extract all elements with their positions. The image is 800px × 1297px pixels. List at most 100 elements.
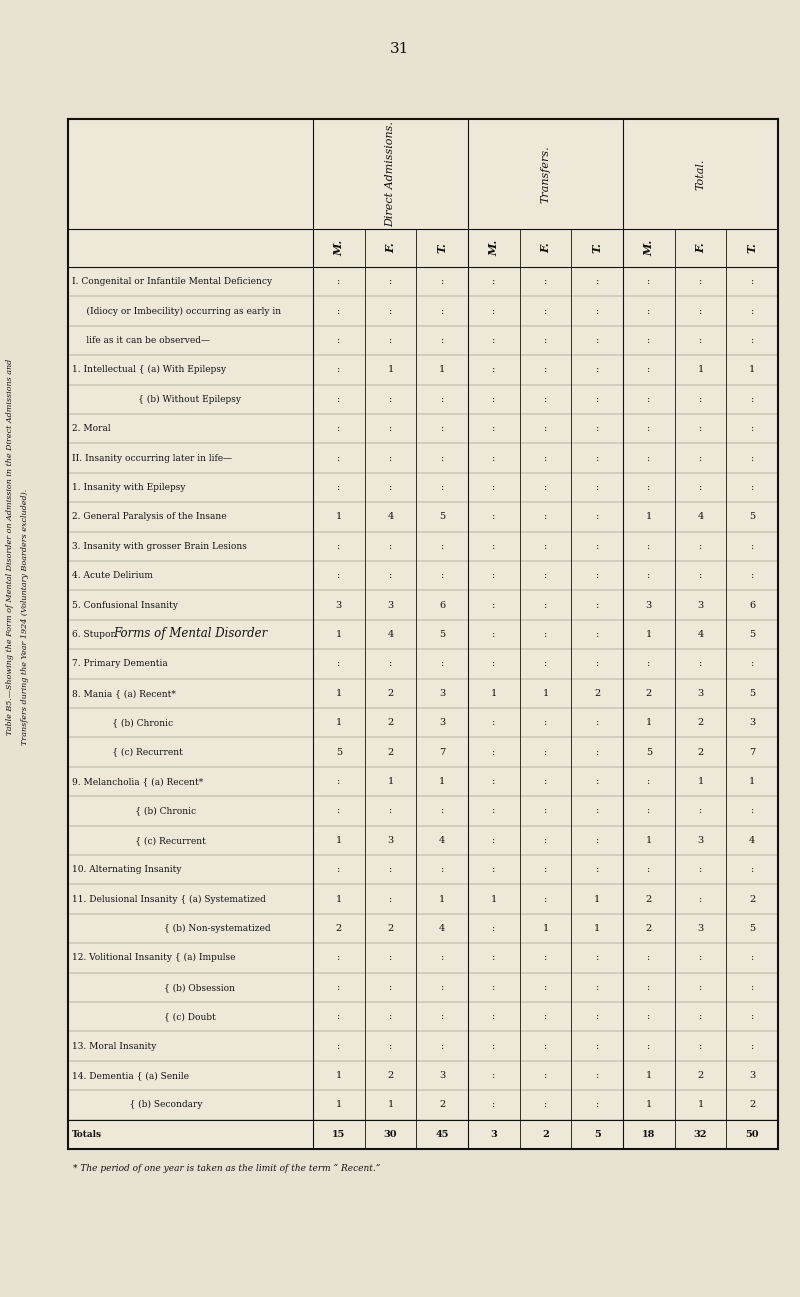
Text: :: : <box>544 747 547 756</box>
Text: Table B5.—Showing the Form of Mental Disorder on Admission in the Direct Admissi: Table B5.—Showing the Form of Mental Dis… <box>6 359 14 735</box>
Text: :: : <box>389 424 392 433</box>
Text: 5: 5 <box>749 512 755 521</box>
Text: 7: 7 <box>439 747 446 756</box>
Text: :: : <box>647 482 650 492</box>
Text: :: : <box>595 807 598 816</box>
Text: 3: 3 <box>698 689 704 698</box>
Text: 1: 1 <box>646 719 652 728</box>
Text: 3: 3 <box>749 1071 755 1080</box>
Text: 3: 3 <box>439 1071 446 1080</box>
Text: :: : <box>492 482 495 492</box>
Text: 1: 1 <box>646 630 652 639</box>
Text: :: : <box>338 336 341 345</box>
Text: :: : <box>492 630 495 639</box>
Text: 3: 3 <box>698 923 704 933</box>
Text: 3: 3 <box>698 835 704 844</box>
Text: 2: 2 <box>646 923 652 933</box>
Text: 1: 1 <box>336 895 342 904</box>
Text: 5: 5 <box>749 689 755 698</box>
Text: :: : <box>595 747 598 756</box>
Text: :: : <box>647 306 650 315</box>
Text: :: : <box>441 424 444 433</box>
Text: 2: 2 <box>749 1100 755 1109</box>
Text: 11. Delusional Insanity { (a) Systematized: 11. Delusional Insanity { (a) Systematiz… <box>72 895 266 904</box>
Text: 2: 2 <box>542 1130 549 1139</box>
Text: 1: 1 <box>336 835 342 844</box>
Text: :: : <box>492 1012 495 1021</box>
Text: :: : <box>595 865 598 874</box>
Text: :: : <box>544 336 547 345</box>
Text: 8. Mania { (a) Recent*: 8. Mania { (a) Recent* <box>72 689 176 698</box>
Text: :: : <box>544 719 547 728</box>
Text: :: : <box>441 807 444 816</box>
Text: :: : <box>492 807 495 816</box>
Text: 2: 2 <box>698 747 704 756</box>
Text: 5: 5 <box>336 747 342 756</box>
Text: :: : <box>338 366 341 375</box>
Text: 3: 3 <box>387 835 394 844</box>
Text: :: : <box>647 336 650 345</box>
Text: :: : <box>441 865 444 874</box>
Text: :: : <box>389 454 392 463</box>
Text: :: : <box>699 865 702 874</box>
Text: :: : <box>699 1041 702 1051</box>
Text: 2: 2 <box>698 1071 704 1080</box>
Text: :: : <box>595 659 598 668</box>
Text: 1: 1 <box>490 895 497 904</box>
Text: 4: 4 <box>749 835 755 844</box>
Text: :: : <box>647 953 650 962</box>
Text: :: : <box>492 601 495 610</box>
Text: :: : <box>492 953 495 962</box>
Text: 1: 1 <box>336 1071 342 1080</box>
Text: :: : <box>492 747 495 756</box>
Text: :: : <box>492 454 495 463</box>
Text: :: : <box>441 394 444 403</box>
Text: { (b) Non-systematized: { (b) Non-systematized <box>72 923 270 933</box>
Text: :: : <box>338 571 341 580</box>
Text: 31: 31 <box>390 42 410 56</box>
Text: :: : <box>389 807 392 816</box>
Text: { (c) Recurrent: { (c) Recurrent <box>72 747 183 756</box>
Text: :: : <box>492 865 495 874</box>
Text: :: : <box>750 424 754 433</box>
Text: :: : <box>441 278 444 287</box>
Text: :: : <box>338 424 341 433</box>
Text: 1. Intellectual { (a) With Epilepsy: 1. Intellectual { (a) With Epilepsy <box>72 366 226 375</box>
Text: 1: 1 <box>336 1100 342 1109</box>
Text: 12. Volitional Insanity { (a) Impulse: 12. Volitional Insanity { (a) Impulse <box>72 953 235 962</box>
Text: :: : <box>544 601 547 610</box>
Text: :: : <box>441 336 444 345</box>
Text: :: : <box>750 1041 754 1051</box>
Text: :: : <box>595 482 598 492</box>
Text: :: : <box>595 1012 598 1021</box>
Text: :: : <box>544 306 547 315</box>
Text: 1: 1 <box>646 1100 652 1109</box>
Text: 2: 2 <box>439 1100 446 1109</box>
Text: :: : <box>492 424 495 433</box>
Text: 2: 2 <box>698 719 704 728</box>
Text: :: : <box>492 278 495 287</box>
Text: :: : <box>492 366 495 375</box>
Text: 5: 5 <box>646 747 652 756</box>
Text: :: : <box>492 923 495 933</box>
Text: 1: 1 <box>490 689 497 698</box>
Text: F.: F. <box>540 243 551 253</box>
Text: :: : <box>492 306 495 315</box>
Text: 1: 1 <box>698 1100 704 1109</box>
Text: :: : <box>338 953 341 962</box>
Text: 1: 1 <box>336 689 342 698</box>
Text: :: : <box>647 424 650 433</box>
Text: 9. Melancholia { (a) Recent*: 9. Melancholia { (a) Recent* <box>72 777 203 786</box>
Text: :: : <box>441 659 444 668</box>
Text: :: : <box>441 542 444 551</box>
Text: 10. Alternating Insanity: 10. Alternating Insanity <box>72 865 182 874</box>
Text: :: : <box>441 482 444 492</box>
Text: 1: 1 <box>439 777 446 786</box>
Text: 2: 2 <box>336 923 342 933</box>
Text: 1: 1 <box>387 1100 394 1109</box>
Text: 3: 3 <box>698 601 704 610</box>
Text: 4: 4 <box>698 512 704 521</box>
Text: 6. Stupor: 6. Stupor <box>72 630 115 639</box>
Text: 5: 5 <box>594 1130 601 1139</box>
Text: :: : <box>699 953 702 962</box>
